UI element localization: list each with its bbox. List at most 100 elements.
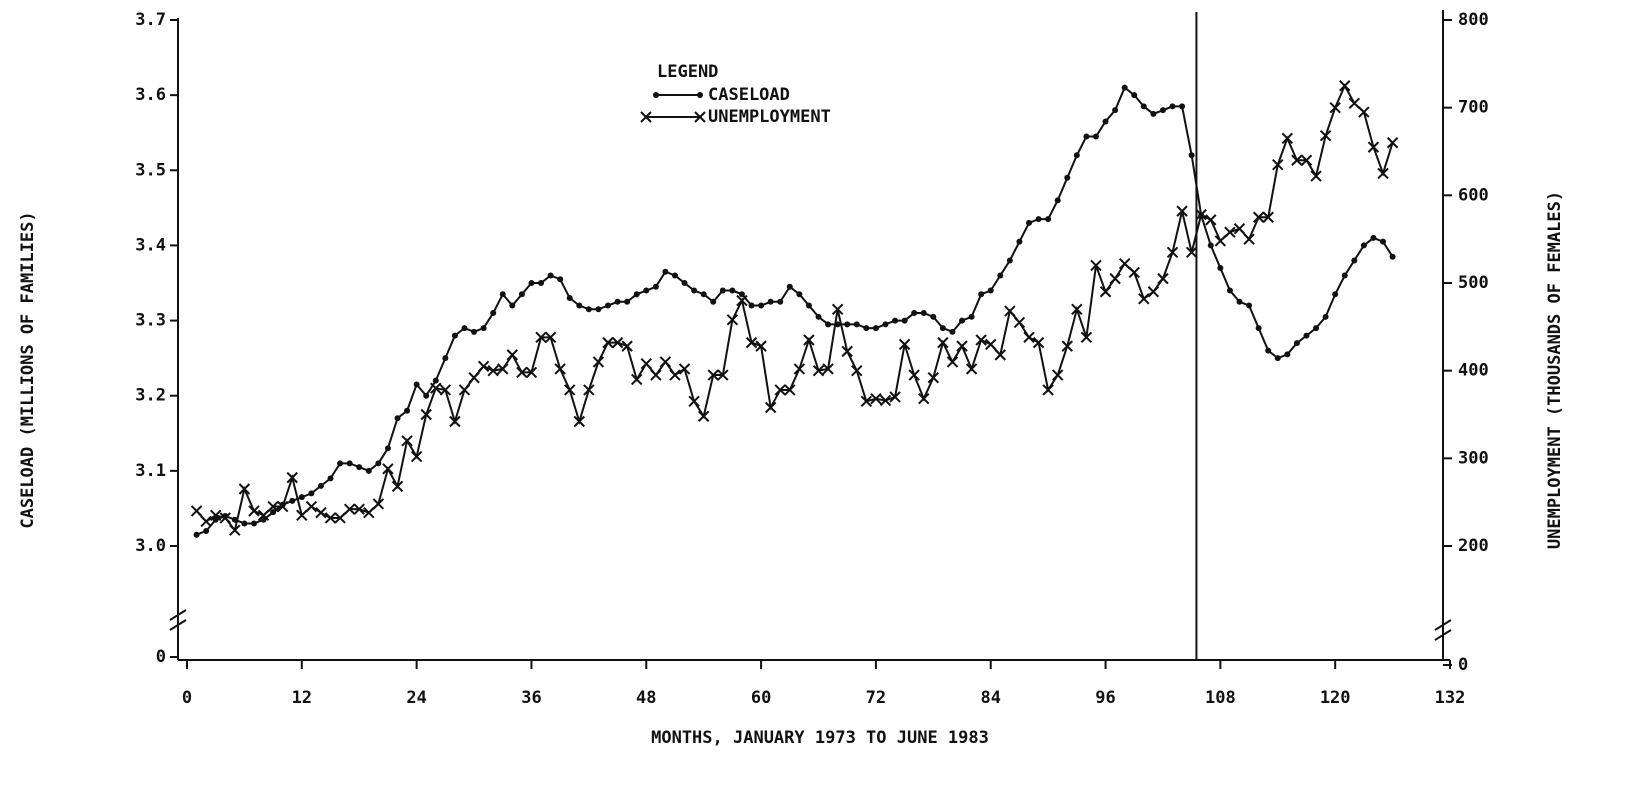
point bbox=[1272, 158, 1284, 171]
point bbox=[193, 531, 200, 538]
point bbox=[1004, 305, 1016, 317]
point bbox=[1236, 298, 1243, 305]
point bbox=[394, 415, 401, 422]
point bbox=[430, 382, 442, 394]
point bbox=[1092, 133, 1099, 140]
legend-marker bbox=[653, 92, 659, 98]
point bbox=[965, 363, 978, 375]
point bbox=[1121, 84, 1128, 91]
point bbox=[793, 363, 806, 375]
legend-title: LEGEND bbox=[657, 62, 718, 82]
point bbox=[1150, 110, 1157, 117]
point bbox=[1351, 257, 1358, 264]
point bbox=[968, 313, 975, 320]
point bbox=[516, 366, 528, 379]
point bbox=[229, 524, 241, 536]
point bbox=[671, 272, 678, 279]
y2-tick-label: 500 bbox=[1458, 273, 1489, 293]
point bbox=[1274, 355, 1281, 362]
point bbox=[630, 373, 643, 386]
point bbox=[442, 355, 449, 362]
point bbox=[241, 520, 248, 527]
point bbox=[605, 302, 611, 309]
point bbox=[1358, 106, 1370, 118]
point bbox=[822, 363, 834, 375]
point bbox=[920, 310, 927, 317]
x-tick-label: 108 bbox=[1205, 688, 1236, 708]
x-tick-label: 96 bbox=[1095, 688, 1115, 708]
point bbox=[1099, 286, 1112, 298]
point bbox=[1386, 137, 1399, 149]
y2-axis-label: UNEMPLOYMENT (THOUSANDS OF FEMALES) bbox=[1545, 191, 1565, 549]
point bbox=[1090, 259, 1102, 272]
point bbox=[583, 384, 595, 396]
point bbox=[898, 338, 911, 351]
point bbox=[248, 505, 260, 517]
y2-tick-label: 300 bbox=[1458, 448, 1489, 468]
legend-marker bbox=[640, 111, 652, 123]
point bbox=[289, 497, 296, 504]
point bbox=[1064, 174, 1071, 181]
point bbox=[499, 291, 506, 298]
point bbox=[471, 328, 478, 335]
x-tick-label: 60 bbox=[751, 688, 771, 708]
point bbox=[1016, 238, 1023, 245]
point bbox=[889, 391, 901, 403]
point bbox=[432, 377, 439, 384]
point bbox=[209, 509, 222, 522]
point bbox=[353, 503, 365, 515]
point bbox=[372, 498, 385, 510]
point bbox=[506, 349, 519, 361]
y-tick-label: 0 bbox=[156, 647, 166, 667]
point bbox=[697, 410, 710, 422]
point bbox=[363, 506, 375, 519]
point bbox=[317, 482, 324, 489]
point bbox=[346, 460, 353, 467]
point bbox=[1006, 257, 1013, 264]
y-tick-label: 3.5 bbox=[135, 160, 166, 180]
point bbox=[1293, 340, 1300, 347]
point bbox=[1102, 118, 1109, 125]
point bbox=[458, 384, 471, 396]
y-axis-label: CASELOAD (MILLIONS OF FAMILIES) bbox=[18, 211, 38, 528]
point bbox=[633, 291, 640, 298]
point bbox=[1131, 92, 1138, 99]
point bbox=[270, 509, 277, 516]
point bbox=[298, 494, 305, 501]
point bbox=[1322, 313, 1329, 320]
y-tick-label: 3.0 bbox=[135, 536, 166, 556]
point bbox=[1166, 246, 1179, 259]
point bbox=[1138, 293, 1150, 305]
point bbox=[985, 338, 997, 351]
point bbox=[200, 515, 212, 528]
point bbox=[1217, 264, 1224, 271]
point bbox=[1303, 332, 1310, 339]
point bbox=[851, 364, 863, 377]
point bbox=[1140, 103, 1147, 110]
point bbox=[1262, 211, 1274, 223]
point bbox=[1284, 351, 1291, 358]
point bbox=[585, 306, 592, 313]
point bbox=[461, 325, 468, 332]
point bbox=[748, 302, 755, 309]
point bbox=[337, 460, 344, 467]
point bbox=[710, 298, 717, 305]
point bbox=[1233, 222, 1246, 235]
point bbox=[946, 356, 959, 368]
point bbox=[257, 509, 270, 522]
point bbox=[1255, 325, 1262, 332]
y-tick-label: 3.7 bbox=[135, 10, 166, 30]
point bbox=[1128, 266, 1140, 279]
point bbox=[975, 334, 987, 346]
point bbox=[324, 512, 337, 524]
point bbox=[1246, 302, 1253, 309]
point bbox=[956, 340, 968, 352]
point bbox=[863, 325, 870, 332]
point bbox=[576, 302, 583, 309]
point bbox=[643, 287, 650, 294]
point bbox=[908, 369, 920, 381]
point bbox=[669, 369, 681, 381]
point bbox=[267, 500, 279, 513]
point bbox=[1061, 340, 1073, 352]
point bbox=[1339, 80, 1351, 92]
